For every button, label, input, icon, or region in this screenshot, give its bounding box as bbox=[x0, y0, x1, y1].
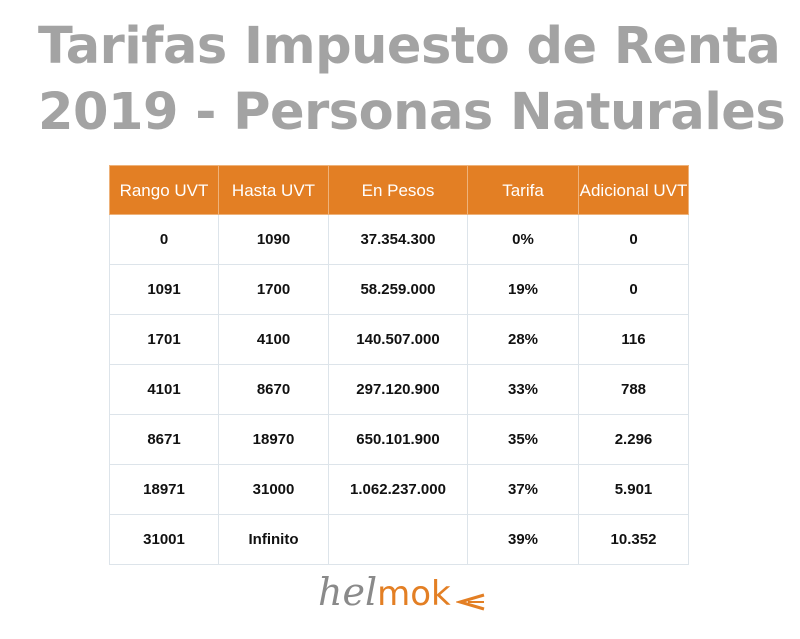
table-cell: 37% bbox=[467, 464, 579, 515]
table-row: 1091 1700 58.259.000 19% 0 bbox=[109, 264, 689, 315]
table-cell: 5.901 bbox=[578, 464, 689, 515]
table-cell: 1091 bbox=[109, 264, 219, 315]
table-cell: 19% bbox=[467, 264, 579, 315]
tax-rate-table: Rango UVT Hasta UVT En Pesos Tarifa Adiciona… bbox=[109, 165, 689, 565]
table-row: 18971 31000 1.062.237.000 37% 5.901 bbox=[109, 464, 689, 515]
table-cell: 58.259.000 bbox=[328, 264, 468, 315]
table-cell: 1090 bbox=[218, 214, 329, 265]
table-cell: 10.352 bbox=[578, 514, 689, 565]
arrow-icon bbox=[456, 593, 485, 611]
table-cell: 18970 bbox=[218, 414, 329, 465]
table-row: 8671 18970 650.101.900 35% 2.296 bbox=[109, 414, 689, 465]
table-cell: 4101 bbox=[109, 364, 219, 415]
table-cell: 8671 bbox=[109, 414, 219, 465]
column-header: En Pesos bbox=[328, 165, 468, 215]
table-cell: 1700 bbox=[218, 264, 329, 315]
table-cell: 28% bbox=[467, 314, 579, 365]
table-row: 4101 8670 297.120.900 33% 788 bbox=[109, 364, 689, 415]
table-cell: 140.507.000 bbox=[328, 314, 468, 365]
table-cell: 1701 bbox=[109, 314, 219, 365]
table-cell: Infinito bbox=[218, 514, 329, 565]
table-cell: 0 bbox=[578, 214, 689, 265]
table-cell: 8670 bbox=[218, 364, 329, 415]
table-cell: 31001 bbox=[109, 514, 219, 565]
column-header: Hasta UVT bbox=[218, 165, 329, 215]
table-cell: 650.101.900 bbox=[328, 414, 468, 465]
table-row: 1701 4100 140.507.000 28% 116 bbox=[109, 314, 689, 365]
table-cell: 0 bbox=[578, 264, 689, 315]
table-cell: 788 bbox=[578, 364, 689, 415]
table-cell: 35% bbox=[467, 414, 579, 465]
helmok-logo: helmok bbox=[318, 570, 451, 614]
table-cell: 31000 bbox=[218, 464, 329, 515]
page-title: Tarifas Impuesto de Renta 2019 - Persona… bbox=[38, 14, 786, 146]
table-cell: 4100 bbox=[218, 314, 329, 365]
table-cell: 1.062.237.000 bbox=[328, 464, 468, 515]
title-line-1: Tarifas Impuesto de Renta bbox=[38, 17, 781, 76]
table-cell: 18971 bbox=[109, 464, 219, 515]
table-cell: 297.120.900 bbox=[328, 364, 468, 415]
table-cell: 33% bbox=[467, 364, 579, 415]
logo-text-orange: mok bbox=[377, 574, 451, 614]
table-cell: 0% bbox=[467, 214, 579, 265]
table-cell: 2.296 bbox=[578, 414, 689, 465]
logo-text-gray: hel bbox=[318, 570, 378, 614]
table-row: 0 1090 37.354.300 0% 0 bbox=[109, 214, 689, 265]
column-header: Adicional UVT bbox=[578, 165, 689, 215]
table-header-row: Rango UVT Hasta UVT En Pesos Tarifa Adiciona… bbox=[109, 165, 689, 215]
table-cell: 116 bbox=[578, 314, 689, 365]
column-header: Tarifa bbox=[467, 165, 579, 215]
table-cell: 37.354.300 bbox=[328, 214, 468, 265]
table-cell: 0 bbox=[109, 214, 219, 265]
table-cell bbox=[328, 514, 468, 565]
table-row: 31001 Infinito 39% 10.352 bbox=[109, 514, 689, 565]
title-line-2: 2019 - Personas Naturales bbox=[38, 83, 786, 142]
column-header: Rango UVT bbox=[109, 165, 219, 215]
table-cell: 39% bbox=[467, 514, 579, 565]
